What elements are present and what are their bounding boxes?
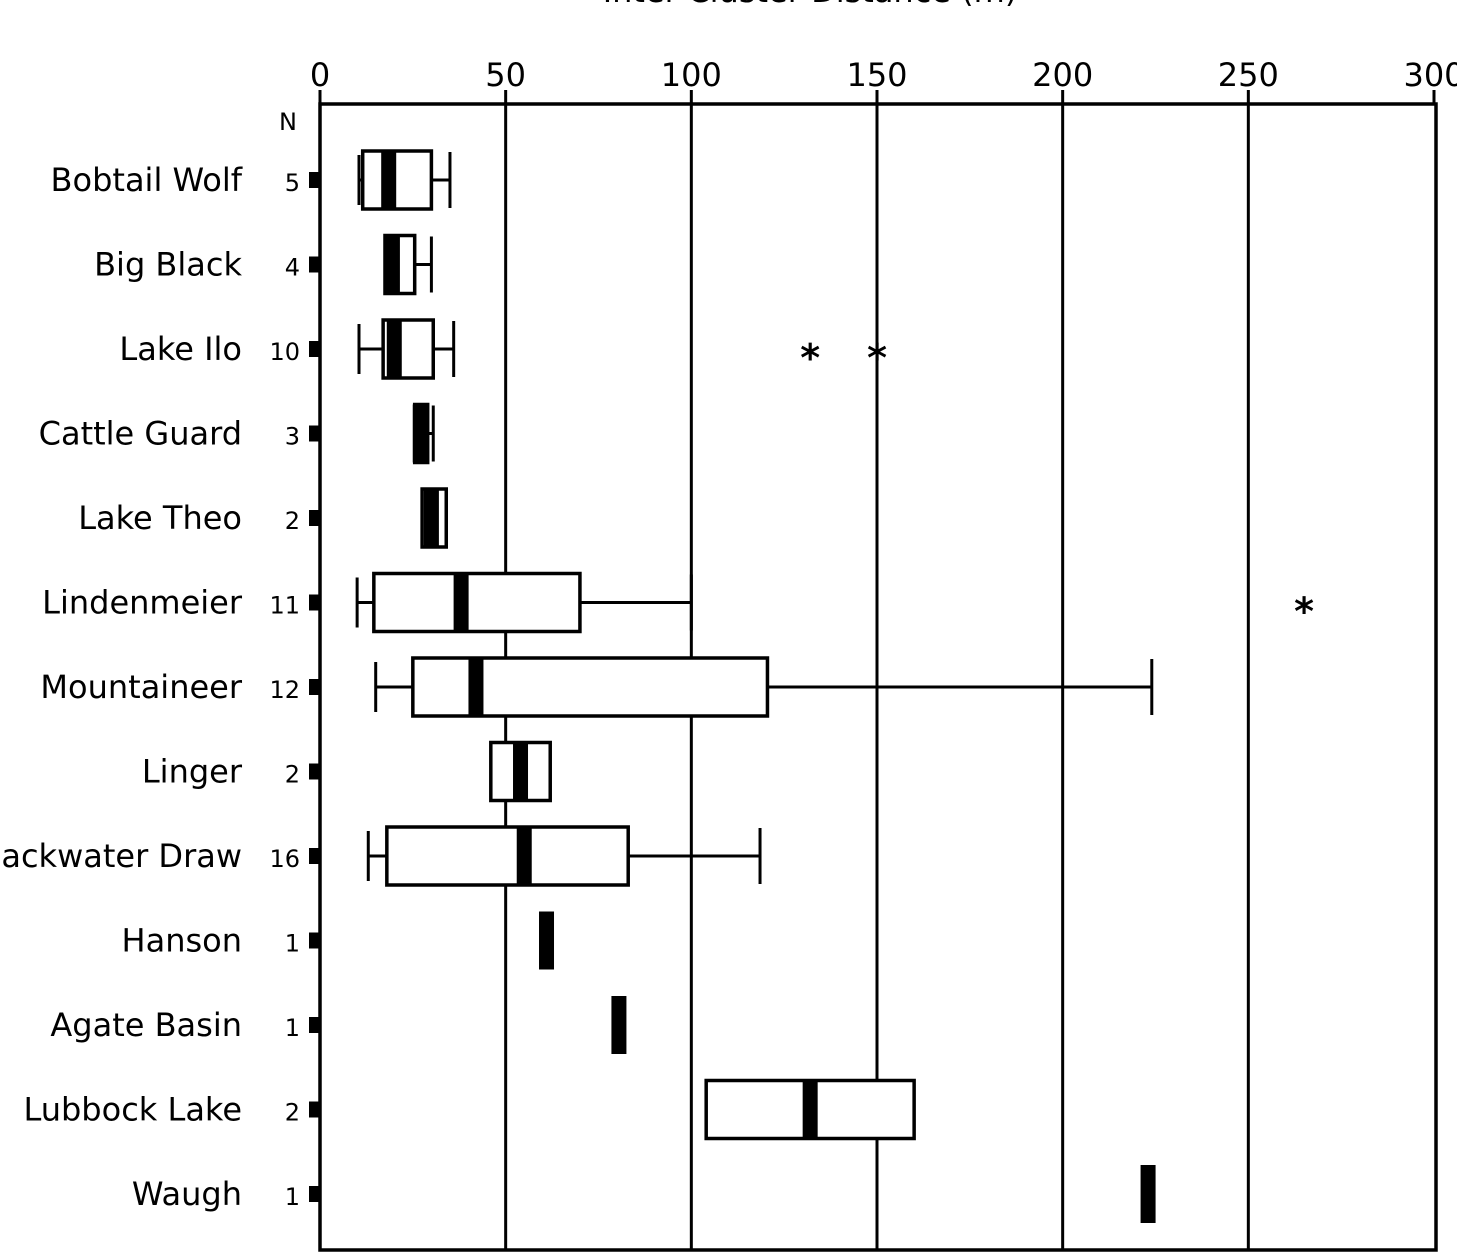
row-label: Blackwater Draw xyxy=(0,837,242,875)
n-count: 11 xyxy=(269,592,300,620)
x-tick-label: 150 xyxy=(846,56,907,94)
n-count: 10 xyxy=(269,338,300,366)
box-row: Big Black 4 xyxy=(94,233,433,296)
row-tick xyxy=(309,256,320,273)
row-label: Lindenmeier xyxy=(42,584,243,622)
box-row: Agate Basin 1 xyxy=(50,996,627,1054)
box-row: Lake Theo 2 xyxy=(78,487,449,549)
x-tick-label: 100 xyxy=(661,56,722,94)
row-label: Linger xyxy=(142,753,243,791)
median-bar xyxy=(611,996,627,1054)
median-bar xyxy=(386,320,402,378)
box-row: Lake Ilo 10 * * xyxy=(119,318,887,380)
outlier-marker: * xyxy=(800,336,820,380)
row-tick xyxy=(309,932,320,949)
iqr-box xyxy=(385,825,630,887)
box-row: Hanson 1 xyxy=(122,911,555,970)
median-bar xyxy=(513,742,529,801)
row-tick xyxy=(309,594,320,611)
row-label: Bobtail Wolf xyxy=(51,161,243,199)
row-tick xyxy=(309,425,320,442)
n-count: 16 xyxy=(269,845,300,873)
row-tick xyxy=(309,341,320,357)
box-row: Linger 2 xyxy=(142,740,552,803)
box-row: Mountaineer 12 xyxy=(40,656,1154,718)
n-count: 1 xyxy=(285,1014,300,1042)
n-count: 2 xyxy=(285,761,300,789)
row-label: Big Black xyxy=(94,246,242,284)
chart-title: Inter-Cluster Distance (m) xyxy=(603,0,1018,10)
iqr-box xyxy=(372,571,582,634)
n-count: 1 xyxy=(285,1183,300,1211)
n-count: 1 xyxy=(285,930,300,958)
median-bar xyxy=(384,235,400,294)
x-tick-label: 250 xyxy=(1218,56,1279,94)
row-tick xyxy=(309,510,320,526)
median-bar xyxy=(802,1080,818,1139)
row-label: Mountaineer xyxy=(40,668,242,706)
x-tick-label: 50 xyxy=(485,56,526,94)
outlier-marker: * xyxy=(1294,590,1314,634)
n-count: 2 xyxy=(285,507,300,535)
n-count: 3 xyxy=(285,423,300,451)
n-count: 5 xyxy=(285,169,300,197)
iqr-box xyxy=(360,149,434,211)
median-bar xyxy=(453,573,469,632)
iqr-box xyxy=(411,656,770,718)
n-count: 2 xyxy=(285,1099,300,1127)
n-count: 4 xyxy=(285,254,300,282)
outlier-marker: * xyxy=(867,336,887,380)
n-column-header: N xyxy=(279,108,297,136)
box-row: Cattle Guard 3 xyxy=(39,402,435,465)
median-bar xyxy=(468,658,484,716)
row-label: Agate Basin xyxy=(50,1006,242,1044)
row-tick xyxy=(309,1101,320,1118)
row-tick xyxy=(309,172,320,188)
row-label: Hanson xyxy=(122,922,242,960)
median-bar xyxy=(516,827,532,885)
row-label: Lake Ilo xyxy=(119,330,242,368)
plot-frame xyxy=(318,102,1438,1252)
row-tick xyxy=(309,679,320,695)
x-tick-label: 0 xyxy=(310,56,330,94)
median-bar xyxy=(412,404,428,463)
box-row: Waugh 1 xyxy=(132,1165,1156,1223)
box-row: Lindenmeier 11 * xyxy=(42,571,1314,634)
row-tick xyxy=(309,1017,320,1033)
n-count: 12 xyxy=(269,676,300,704)
row-label: Cattle Guard xyxy=(39,415,242,453)
median-bar xyxy=(423,489,439,547)
box-row: Lubbock Lake 2 xyxy=(23,1078,916,1141)
median-bar xyxy=(539,911,555,970)
row-label: Waugh xyxy=(132,1175,242,1213)
row-label: Lake Theo xyxy=(78,499,242,537)
box-row: Blackwater Draw 16 xyxy=(0,825,762,887)
x-tick-label: 300 xyxy=(1403,56,1457,94)
row-label: Lubbock Lake xyxy=(23,1091,242,1129)
x-tick-label: 200 xyxy=(1032,56,1093,94)
median-bar xyxy=(381,151,397,209)
row-tick xyxy=(309,1186,320,1202)
row-tick xyxy=(309,848,320,864)
box-row: Bobtail Wolf 5 xyxy=(51,149,452,211)
median-bar xyxy=(1140,1165,1156,1223)
row-tick xyxy=(309,763,320,780)
